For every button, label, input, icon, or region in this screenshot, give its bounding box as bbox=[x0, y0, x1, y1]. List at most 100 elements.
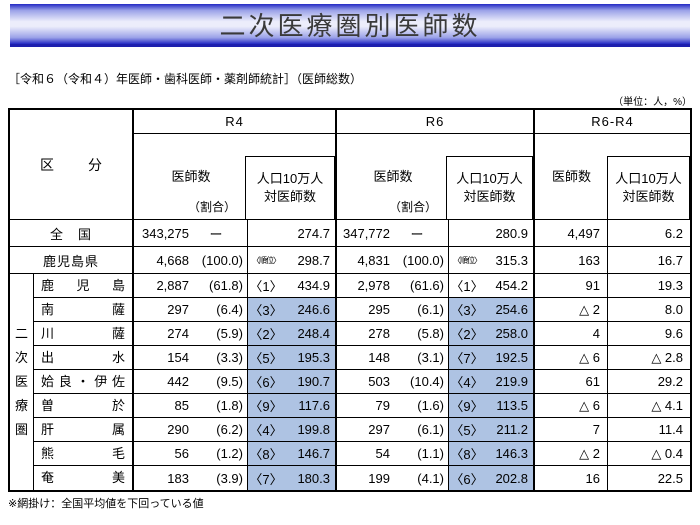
r6-ratio-header: （割合） bbox=[388, 200, 437, 214]
diff-per100k-cell: 8.0 bbox=[608, 298, 690, 322]
diff-per100k-cell: △ 2.8 bbox=[608, 346, 690, 370]
r4-doctor-count-header: 医師数 bbox=[171, 169, 211, 184]
per100k-cell: 〈6〉 190.7 bbox=[248, 370, 337, 394]
per100k-cell: 〈8〉 146.7 bbox=[248, 442, 337, 466]
doctor-count-cell: 85 (1.8) bbox=[134, 394, 248, 418]
doctor-count-cell: 4,831 (100.0) bbox=[337, 247, 449, 274]
r4-subheader: 医師数 （割合） 人口10万人 対医師数 bbox=[134, 134, 337, 220]
per100k-value: 298.7 bbox=[297, 252, 330, 268]
per100k-cell: 〈6〉 202.8 bbox=[449, 466, 535, 490]
diff-per100k-cell: 6.2 bbox=[608, 220, 690, 247]
r4-ratio-header: （割合） bbox=[187, 200, 236, 214]
per100k-cell: 〈2〉 248.4 bbox=[248, 322, 337, 346]
diff-subheader: 医師数 人口10万人 対医師数 bbox=[535, 134, 690, 220]
diff-count-cell: 163 bbox=[535, 247, 608, 274]
rank-marker: 〈8〉 bbox=[450, 447, 484, 462]
count-value: 148 bbox=[368, 350, 390, 365]
count-value: 297 bbox=[167, 302, 189, 317]
rank-marker: 〈順位〉 bbox=[252, 255, 281, 265]
count-ratio: (3.1) bbox=[417, 350, 444, 365]
per100k-value: 315.3 bbox=[495, 252, 528, 268]
per100k-value: 211.2 bbox=[496, 422, 528, 437]
per100k-value: 192.5 bbox=[495, 350, 528, 365]
diff-per100k-cell: 9.6 bbox=[608, 322, 690, 346]
count-value: 274 bbox=[167, 326, 189, 341]
row-label: 全 国 bbox=[10, 220, 134, 247]
count-value: 79 bbox=[375, 398, 390, 413]
per100k-cell: 〈9〉 113.5 bbox=[449, 394, 535, 418]
diff-count-cell: 4,497 bbox=[535, 220, 608, 247]
diff-count-cell: 61 bbox=[535, 370, 608, 394]
count-ratio: (6.1) bbox=[417, 302, 444, 317]
rank-marker: 〈1〉 bbox=[450, 279, 484, 294]
per100k-cell: 〈3〉 254.6 bbox=[449, 298, 535, 322]
count-ratio: (1.1) bbox=[417, 446, 444, 461]
row-label: 南薩 bbox=[34, 298, 134, 322]
count-ratio: (100.0) bbox=[402, 252, 444, 268]
row-label: 出水 bbox=[34, 346, 134, 370]
diff-count-cell: 16 bbox=[535, 466, 608, 490]
count-value: 56 bbox=[174, 446, 189, 461]
doctor-count-cell: 297 (6.1) bbox=[337, 418, 449, 442]
diff-count-cell: △ 2 bbox=[535, 298, 608, 322]
count-ratio: (1.2) bbox=[216, 446, 243, 461]
doctor-count-cell: 2,978 (61.6) bbox=[337, 274, 449, 298]
r6-per100k-header: 人口10万人 対医師数 bbox=[446, 156, 533, 219]
doctor-count-cell: 4,668 (100.0) bbox=[134, 247, 248, 274]
per100k-value: 454.2 bbox=[495, 278, 528, 293]
doctor-count-cell: 54 (1.1) bbox=[337, 442, 449, 466]
per100k-value: 146.3 bbox=[495, 446, 528, 461]
rank-marker: 〈1〉 bbox=[249, 279, 283, 294]
count-value: 183 bbox=[167, 470, 189, 486]
side-label-secondary-medical-zone: 二 次 医 療 圏 bbox=[10, 274, 34, 490]
corner-header: 区分 bbox=[10, 110, 134, 220]
r6-subheader: 医師数 （割合） 人口10万人 対医師数 bbox=[337, 134, 535, 220]
count-ratio: ー bbox=[410, 226, 424, 242]
count-value: 347,772 bbox=[343, 225, 390, 241]
row-label: 鹿児島県 bbox=[10, 247, 134, 274]
count-value: 2,887 bbox=[156, 278, 189, 293]
count-ratio: (1.6) bbox=[417, 398, 444, 413]
per100k-cell: 〈8〉 146.3 bbox=[449, 442, 535, 466]
per100k-value: 195.3 bbox=[297, 350, 330, 365]
diff-per100k-cell: △ 4.1 bbox=[608, 394, 690, 418]
diff-per100k-cell: △ 0.4 bbox=[608, 442, 690, 466]
per100k-cell: 〈4〉 219.9 bbox=[449, 370, 535, 394]
count-value: 199 bbox=[368, 470, 390, 486]
count-ratio: (5.9) bbox=[216, 326, 243, 341]
count-ratio: (6.2) bbox=[216, 422, 243, 437]
doctor-count-cell: 297 (6.4) bbox=[134, 298, 248, 322]
row-label: 肝属 bbox=[34, 418, 134, 442]
corner-header-label: 区分 bbox=[40, 156, 102, 173]
diff-count-cell: 4 bbox=[535, 322, 608, 346]
per100k-value: 190.7 bbox=[297, 374, 330, 389]
doctor-count-cell: 295 (6.1) bbox=[337, 298, 449, 322]
doctor-count-cell: 347,772 ー bbox=[337, 220, 449, 247]
count-value: 442 bbox=[167, 374, 189, 389]
doctor-count-cell: 183 (3.9) bbox=[134, 466, 248, 490]
doctor-count-cell: 278 (5.8) bbox=[337, 322, 449, 346]
count-value: 4,668 bbox=[156, 252, 189, 268]
count-ratio: (6.4) bbox=[216, 302, 243, 317]
per100k-cell: 〈7〉 192.5 bbox=[449, 346, 535, 370]
count-value: 295 bbox=[368, 302, 390, 317]
r4-per100k-header: 人口10万人 対医師数 bbox=[245, 156, 335, 219]
count-value: 278 bbox=[368, 326, 390, 341]
row-label: 熊毛 bbox=[34, 442, 134, 466]
count-ratio: (61.6) bbox=[410, 278, 444, 293]
rank-marker: 〈3〉 bbox=[249, 303, 283, 318]
per100k-value: 180.3 bbox=[297, 470, 330, 486]
count-ratio: (9.5) bbox=[216, 374, 243, 389]
rank-marker: 〈5〉 bbox=[450, 423, 484, 438]
count-value: 154 bbox=[167, 350, 189, 365]
per100k-cell: 〈2〉 258.0 bbox=[449, 322, 535, 346]
per100k-cell: 〈7〉 180.3 bbox=[248, 466, 337, 490]
per100k-value: 113.5 bbox=[496, 398, 528, 413]
page-title: 二次医療圏別医師数 bbox=[219, 10, 481, 41]
diff-per100k-cell: 16.7 bbox=[608, 247, 690, 274]
count-value: 2,978 bbox=[357, 278, 390, 293]
per100k-value: 274.7 bbox=[297, 225, 330, 241]
count-value: 54 bbox=[375, 446, 390, 461]
doctor-count-cell: 442 (9.5) bbox=[134, 370, 248, 394]
count-value: 503 bbox=[368, 374, 390, 389]
